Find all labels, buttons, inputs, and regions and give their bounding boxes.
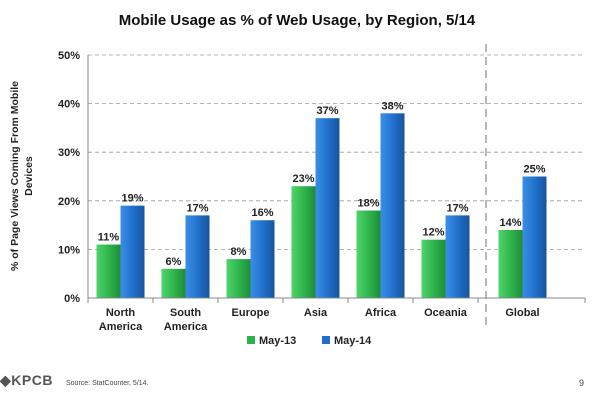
data-label: 19%	[121, 193, 143, 205]
legend: May-13 May-14	[247, 335, 372, 347]
y-tick-label: 20%	[58, 196, 80, 208]
legend-label: May-14	[334, 335, 372, 347]
x-category-label: Asia	[304, 307, 328, 319]
data-label: 37%	[316, 105, 338, 117]
category-labels: North America South America Europe Asia Africa…	[99, 307, 540, 333]
x-category-label: Europe	[232, 307, 270, 319]
y-tick-label: 40%	[58, 99, 80, 111]
y-axis-label-line: % of Page Views Coming From Mobile	[9, 81, 21, 271]
data-label: 16%	[251, 207, 273, 219]
x-category-label: Global	[505, 307, 539, 319]
y-axis-ticks: 0% 10% 20% 30% 40% 50%	[58, 50, 80, 305]
x-category-label: Oceania	[424, 307, 468, 319]
bar-may-13	[226, 259, 251, 298]
axes	[87, 44, 586, 330]
bar-may-14	[522, 176, 547, 298]
y-tick-label: 50%	[58, 50, 80, 62]
data-label: 17%	[446, 202, 468, 214]
kpcb-logo: ◆KPCB	[0, 372, 53, 389]
legend-swatch	[322, 336, 330, 344]
x-category-label: Africa	[365, 307, 397, 319]
bar-may-14	[445, 215, 470, 298]
logo-mark-icon: ◆	[0, 372, 12, 388]
legend-swatch	[247, 336, 255, 344]
data-label: 23%	[292, 173, 314, 185]
y-tick-label: 0%	[64, 293, 80, 305]
data-label: 6%	[166, 256, 182, 268]
y-tick-label: 30%	[58, 147, 80, 159]
bar-may-13	[161, 268, 186, 298]
x-category-label: North	[106, 307, 136, 319]
bar-may-13	[498, 229, 523, 298]
data-label: 14%	[499, 217, 521, 229]
data-label: 8%	[231, 246, 247, 258]
source-note: Source: StatCounter, 5/14.	[66, 380, 149, 387]
data-label: 38%	[381, 100, 403, 112]
x-category-label: America	[99, 321, 143, 333]
bar-may-14	[185, 215, 210, 298]
data-label: 11%	[98, 232, 120, 244]
bar-may-14	[120, 205, 145, 298]
y-tick-label: 10%	[58, 244, 80, 256]
x-category-label: America	[164, 321, 208, 333]
chart-title: Mobile Usage as % of Web Usage, by Regio…	[119, 12, 476, 29]
data-labels: 11% 6% 8% 23% 18% 12% 14% 19% 17% 16% 37% 38% 17% 25%	[98, 100, 546, 268]
page-number: 9	[578, 378, 584, 388]
logo-text: KPCB	[11, 372, 53, 388]
bar-may-14	[250, 220, 275, 298]
x-category-label: South	[170, 307, 201, 319]
bar-may-13	[96, 244, 121, 298]
bar-may-13	[421, 239, 446, 298]
data-label: 25%	[523, 164, 545, 176]
bar-may-14	[315, 118, 340, 299]
data-label: 17%	[186, 202, 208, 214]
data-label: 12%	[422, 227, 444, 239]
y-axis-label: % of Page Views Coming From Mobile Device…	[9, 81, 35, 271]
bar-may-13	[291, 186, 316, 298]
y-axis-label-line: Devices	[23, 156, 35, 196]
bars	[96, 113, 547, 299]
bar-may-14	[380, 113, 405, 298]
bar-may-13	[356, 210, 381, 298]
data-label: 18%	[357, 198, 379, 210]
legend-label: May-13	[259, 335, 296, 347]
